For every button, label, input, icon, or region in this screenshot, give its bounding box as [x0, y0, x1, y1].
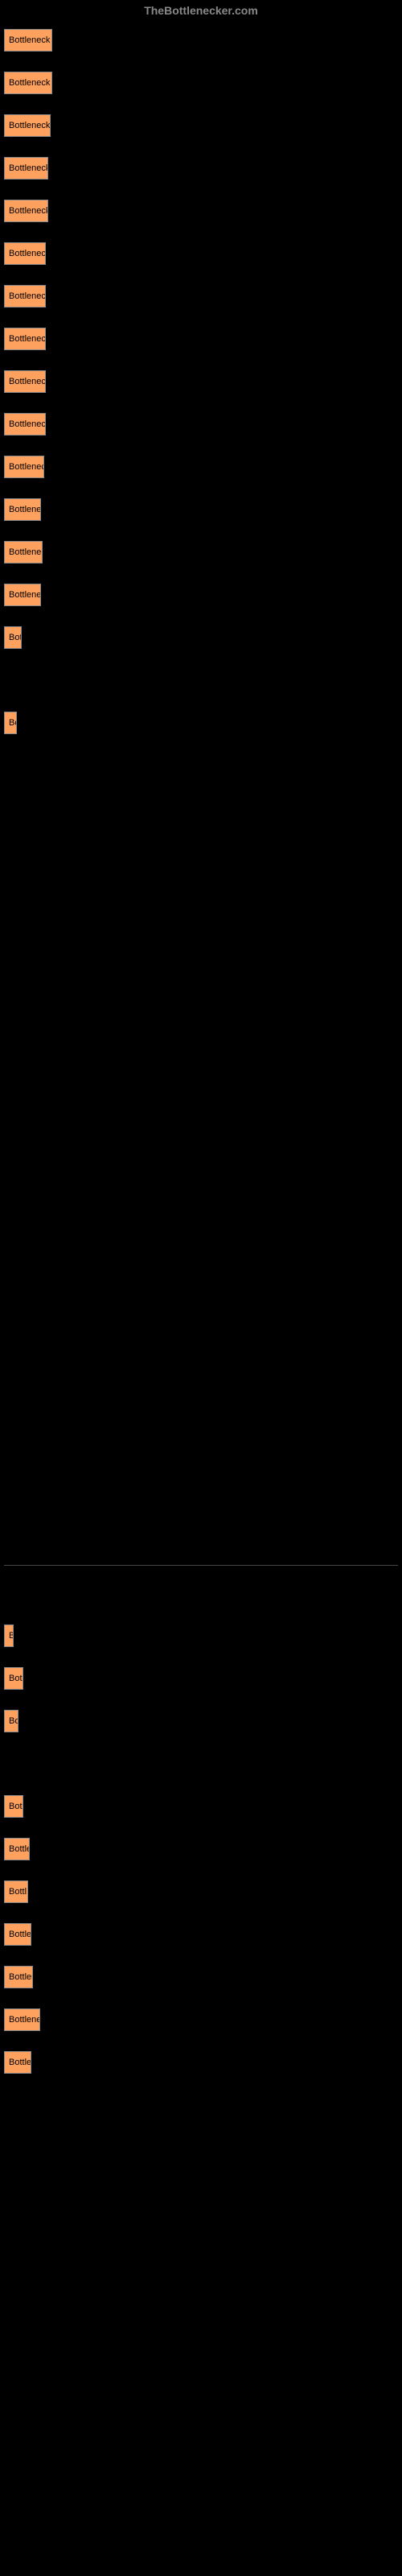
- bar-row: [4, 1394, 398, 1417]
- bar-row: Bottleneck: [4, 370, 398, 393]
- bar-row: Bottleneck: [4, 328, 398, 350]
- bar-row: [4, 1582, 398, 1604]
- bar-row: [4, 797, 398, 819]
- bar-row: [4, 1096, 398, 1118]
- bar-row: [4, 1224, 398, 1246]
- bar: Bottleneck re: [4, 72, 52, 94]
- bar-row: [4, 754, 398, 777]
- bar-row: [4, 1053, 398, 1075]
- bar-row: Bottlene: [4, 584, 398, 606]
- bar-row: Bottler: [4, 1966, 398, 1988]
- bar-row: Bottleneck re: [4, 72, 398, 94]
- bar: Bot: [4, 626, 22, 649]
- bar: Bottlene: [4, 498, 41, 521]
- bar: Bot: [4, 1795, 23, 1818]
- bar-row: Bot: [4, 1795, 398, 1818]
- bar-row: [4, 1138, 398, 1161]
- bar-row: [4, 669, 398, 691]
- bar: Bo: [4, 1710, 18, 1732]
- bar-chart: Bottleneck re Bottleneck re Bottleneck r Bo…: [0, 21, 402, 2102]
- bar-row: Bottleneck: [4, 413, 398, 436]
- bar-row: Bottl: [4, 1880, 398, 1903]
- bar-row: Bottlene: [4, 2008, 398, 2031]
- bar-row: [4, 1266, 398, 1289]
- bar-row: Bottleneck: [4, 285, 398, 308]
- bar: Bottleneck: [4, 157, 48, 180]
- page-header: TheBottlenecker.com: [0, 0, 402, 21]
- bar-row: [4, 840, 398, 862]
- bar: Bot: [4, 1667, 23, 1690]
- bar-row: Bottlene: [4, 498, 398, 521]
- bar-row: Bottleneck: [4, 242, 398, 265]
- bar: Bottleneck: [4, 328, 46, 350]
- bar-row: [4, 1437, 398, 1459]
- section-divider: [4, 1565, 398, 1566]
- bar: Bottleneck r: [4, 114, 51, 137]
- bar-row: [4, 1752, 398, 1775]
- bar-row: B: [4, 1624, 398, 1647]
- bar-row: [4, 925, 398, 947]
- bar: B: [4, 1624, 14, 1647]
- bar-row: Bot: [4, 626, 398, 649]
- bar: Bo: [4, 712, 17, 734]
- bar-row: Bot: [4, 1667, 398, 1690]
- bar: Bottle: [4, 1838, 30, 1860]
- bar-row: [4, 1480, 398, 1502]
- bar-row: [4, 968, 398, 990]
- bar-row: [4, 882, 398, 905]
- bar-row: Bottleneck: [4, 157, 398, 180]
- bar: Bottlenec: [4, 456, 44, 478]
- bar: Bottleneck: [4, 413, 46, 436]
- bar: Bottleneck: [4, 242, 46, 265]
- bar: Bottle: [4, 2051, 31, 2074]
- bar: Bottle: [4, 1923, 31, 1946]
- bar-row: [4, 1309, 398, 1331]
- bar-row: Bottleneck r: [4, 114, 398, 137]
- bar: Bottlene: [4, 2008, 40, 2031]
- bar-row: Bottlenec: [4, 456, 398, 478]
- bar-row: Bottle: [4, 1838, 398, 1860]
- bar: Bottlene: [4, 584, 41, 606]
- bar-row: Bo: [4, 712, 398, 734]
- bar: Bottl: [4, 1880, 28, 1903]
- bar: Bottleneck: [4, 285, 46, 308]
- bar-row: Bottleneck re: [4, 29, 398, 52]
- bar-row: [4, 1010, 398, 1033]
- bar-row: [4, 1352, 398, 1374]
- bar-row: [4, 1522, 398, 1545]
- bar-row: Bo: [4, 1710, 398, 1732]
- bar-row: [4, 1181, 398, 1203]
- bar-row: Bottlenec: [4, 541, 398, 564]
- bar: Bottler: [4, 1966, 33, 1988]
- bar: Bottleneck: [4, 200, 48, 222]
- bar: Bottlenec: [4, 541, 43, 564]
- bar-row: Bottle: [4, 2051, 398, 2074]
- bar-row: Bottle: [4, 1923, 398, 1946]
- bar-row: Bottleneck: [4, 200, 398, 222]
- bar: Bottleneck: [4, 370, 46, 393]
- bar: Bottleneck re: [4, 29, 52, 52]
